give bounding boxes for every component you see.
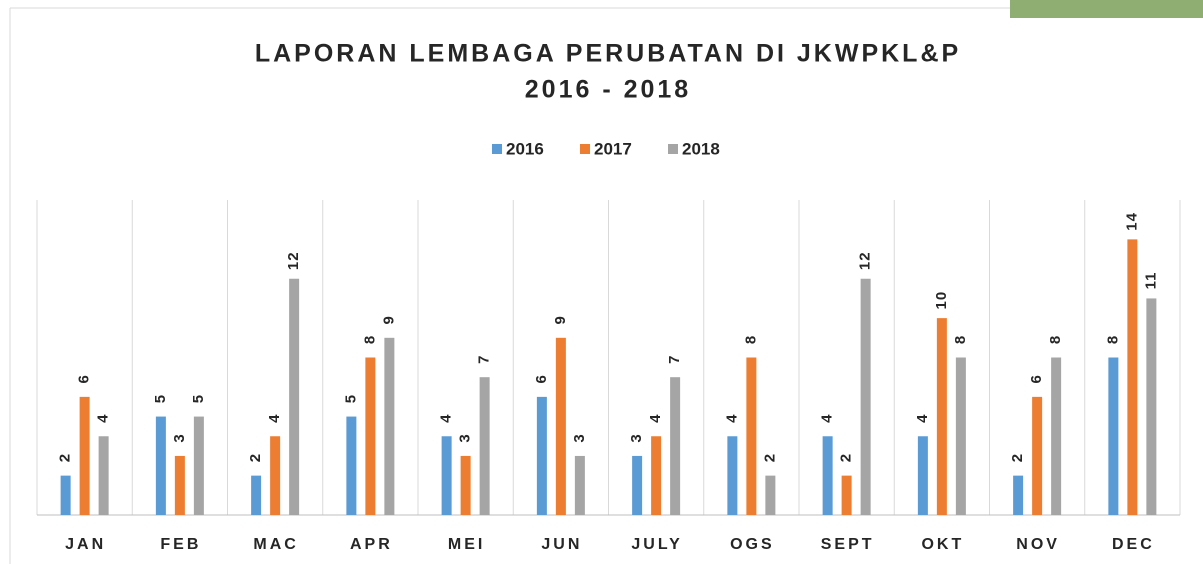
bar [841,475,852,515]
legend-swatch [580,144,590,154]
bar [346,416,357,515]
bar [270,436,281,515]
bar [555,337,566,515]
value-label: 5 [152,394,169,403]
bar [1051,357,1062,515]
value-label: 3 [628,433,645,442]
bar [155,416,166,515]
value-label: 5 [342,394,359,403]
x-tick-label: SEPT [821,536,875,553]
bar [384,337,395,515]
value-label: 10 [933,291,950,310]
legend-swatch [668,144,678,154]
value-label: 3 [571,433,588,442]
bar [917,436,928,515]
bar [1127,239,1138,515]
legend-label: 2016 [506,139,544,158]
value-label: 4 [438,414,455,423]
bar [632,455,643,515]
value-label: 7 [476,355,493,364]
bar [860,278,871,515]
value-label: 2 [761,453,778,462]
value-label: 4 [819,414,836,423]
bar [98,436,109,515]
value-label: 8 [1047,335,1064,344]
value-label: 7 [666,355,683,364]
bar [651,436,662,515]
bar [955,357,966,515]
value-label: 4 [266,414,283,423]
x-tick-label: NOV [1016,536,1060,553]
bar [746,357,757,515]
value-label: 2 [838,453,855,462]
value-label: 9 [552,315,569,324]
bar [727,436,738,515]
x-tick-label: JAN [65,536,106,553]
bar [79,396,90,515]
value-label: 4 [95,414,112,423]
value-label: 8 [952,335,969,344]
x-tick-label: MEI [448,536,485,553]
bar [822,436,833,515]
value-label: 8 [742,335,759,344]
value-label: 4 [914,414,931,423]
bar [574,455,585,515]
chart-subtitle: 2016 - 2018 [525,76,691,104]
bar [365,357,376,515]
value-label: 6 [533,374,550,383]
bar [1013,475,1024,515]
bar [479,377,490,515]
bar [251,475,262,515]
x-tick-label: MAC [253,536,298,553]
bar [441,436,452,515]
value-label: 3 [457,433,474,442]
x-tick-label: JULY [631,536,682,553]
value-label: 5 [190,394,207,403]
x-tick-label: DEC [1112,536,1155,553]
chart-title: LAPORAN LEMBAGA PERUBATAN DI JKWPKL&P [255,40,961,68]
value-label: 4 [647,414,664,423]
bar [460,455,471,515]
bar [536,396,547,515]
bar [1146,298,1157,515]
value-label: 11 [1142,272,1159,290]
value-label: 2 [1009,453,1026,462]
x-tick-label: OKT [921,536,964,553]
bar [193,416,204,515]
x-tick-label: JUN [541,536,582,553]
bar [289,278,300,515]
x-tick-label: FEB [160,536,201,553]
value-label: 6 [1028,374,1045,383]
bar [765,475,776,515]
x-tick-label: APR [350,536,393,553]
corner-decoration [1010,0,1203,18]
legend-label: 2017 [594,139,632,158]
value-label: 14 [1123,212,1140,231]
x-tick-label: OGS [730,536,775,553]
value-label: 6 [76,374,93,383]
bar [1108,357,1119,515]
bar [1032,396,1043,515]
value-label: 2 [57,453,74,462]
bar [670,377,681,515]
value-label: 3 [171,433,188,442]
value-label: 4 [723,414,740,423]
bar [936,318,947,515]
value-label: 12 [285,251,302,270]
legend-swatch [492,144,502,154]
value-label: 12 [857,251,874,270]
value-label: 9 [380,315,397,324]
bar [174,455,185,515]
legend-label: 2018 [682,139,720,158]
value-label: 8 [361,335,378,344]
value-label: 2 [247,453,264,462]
value-label: 8 [1104,335,1121,344]
bar [60,475,71,515]
